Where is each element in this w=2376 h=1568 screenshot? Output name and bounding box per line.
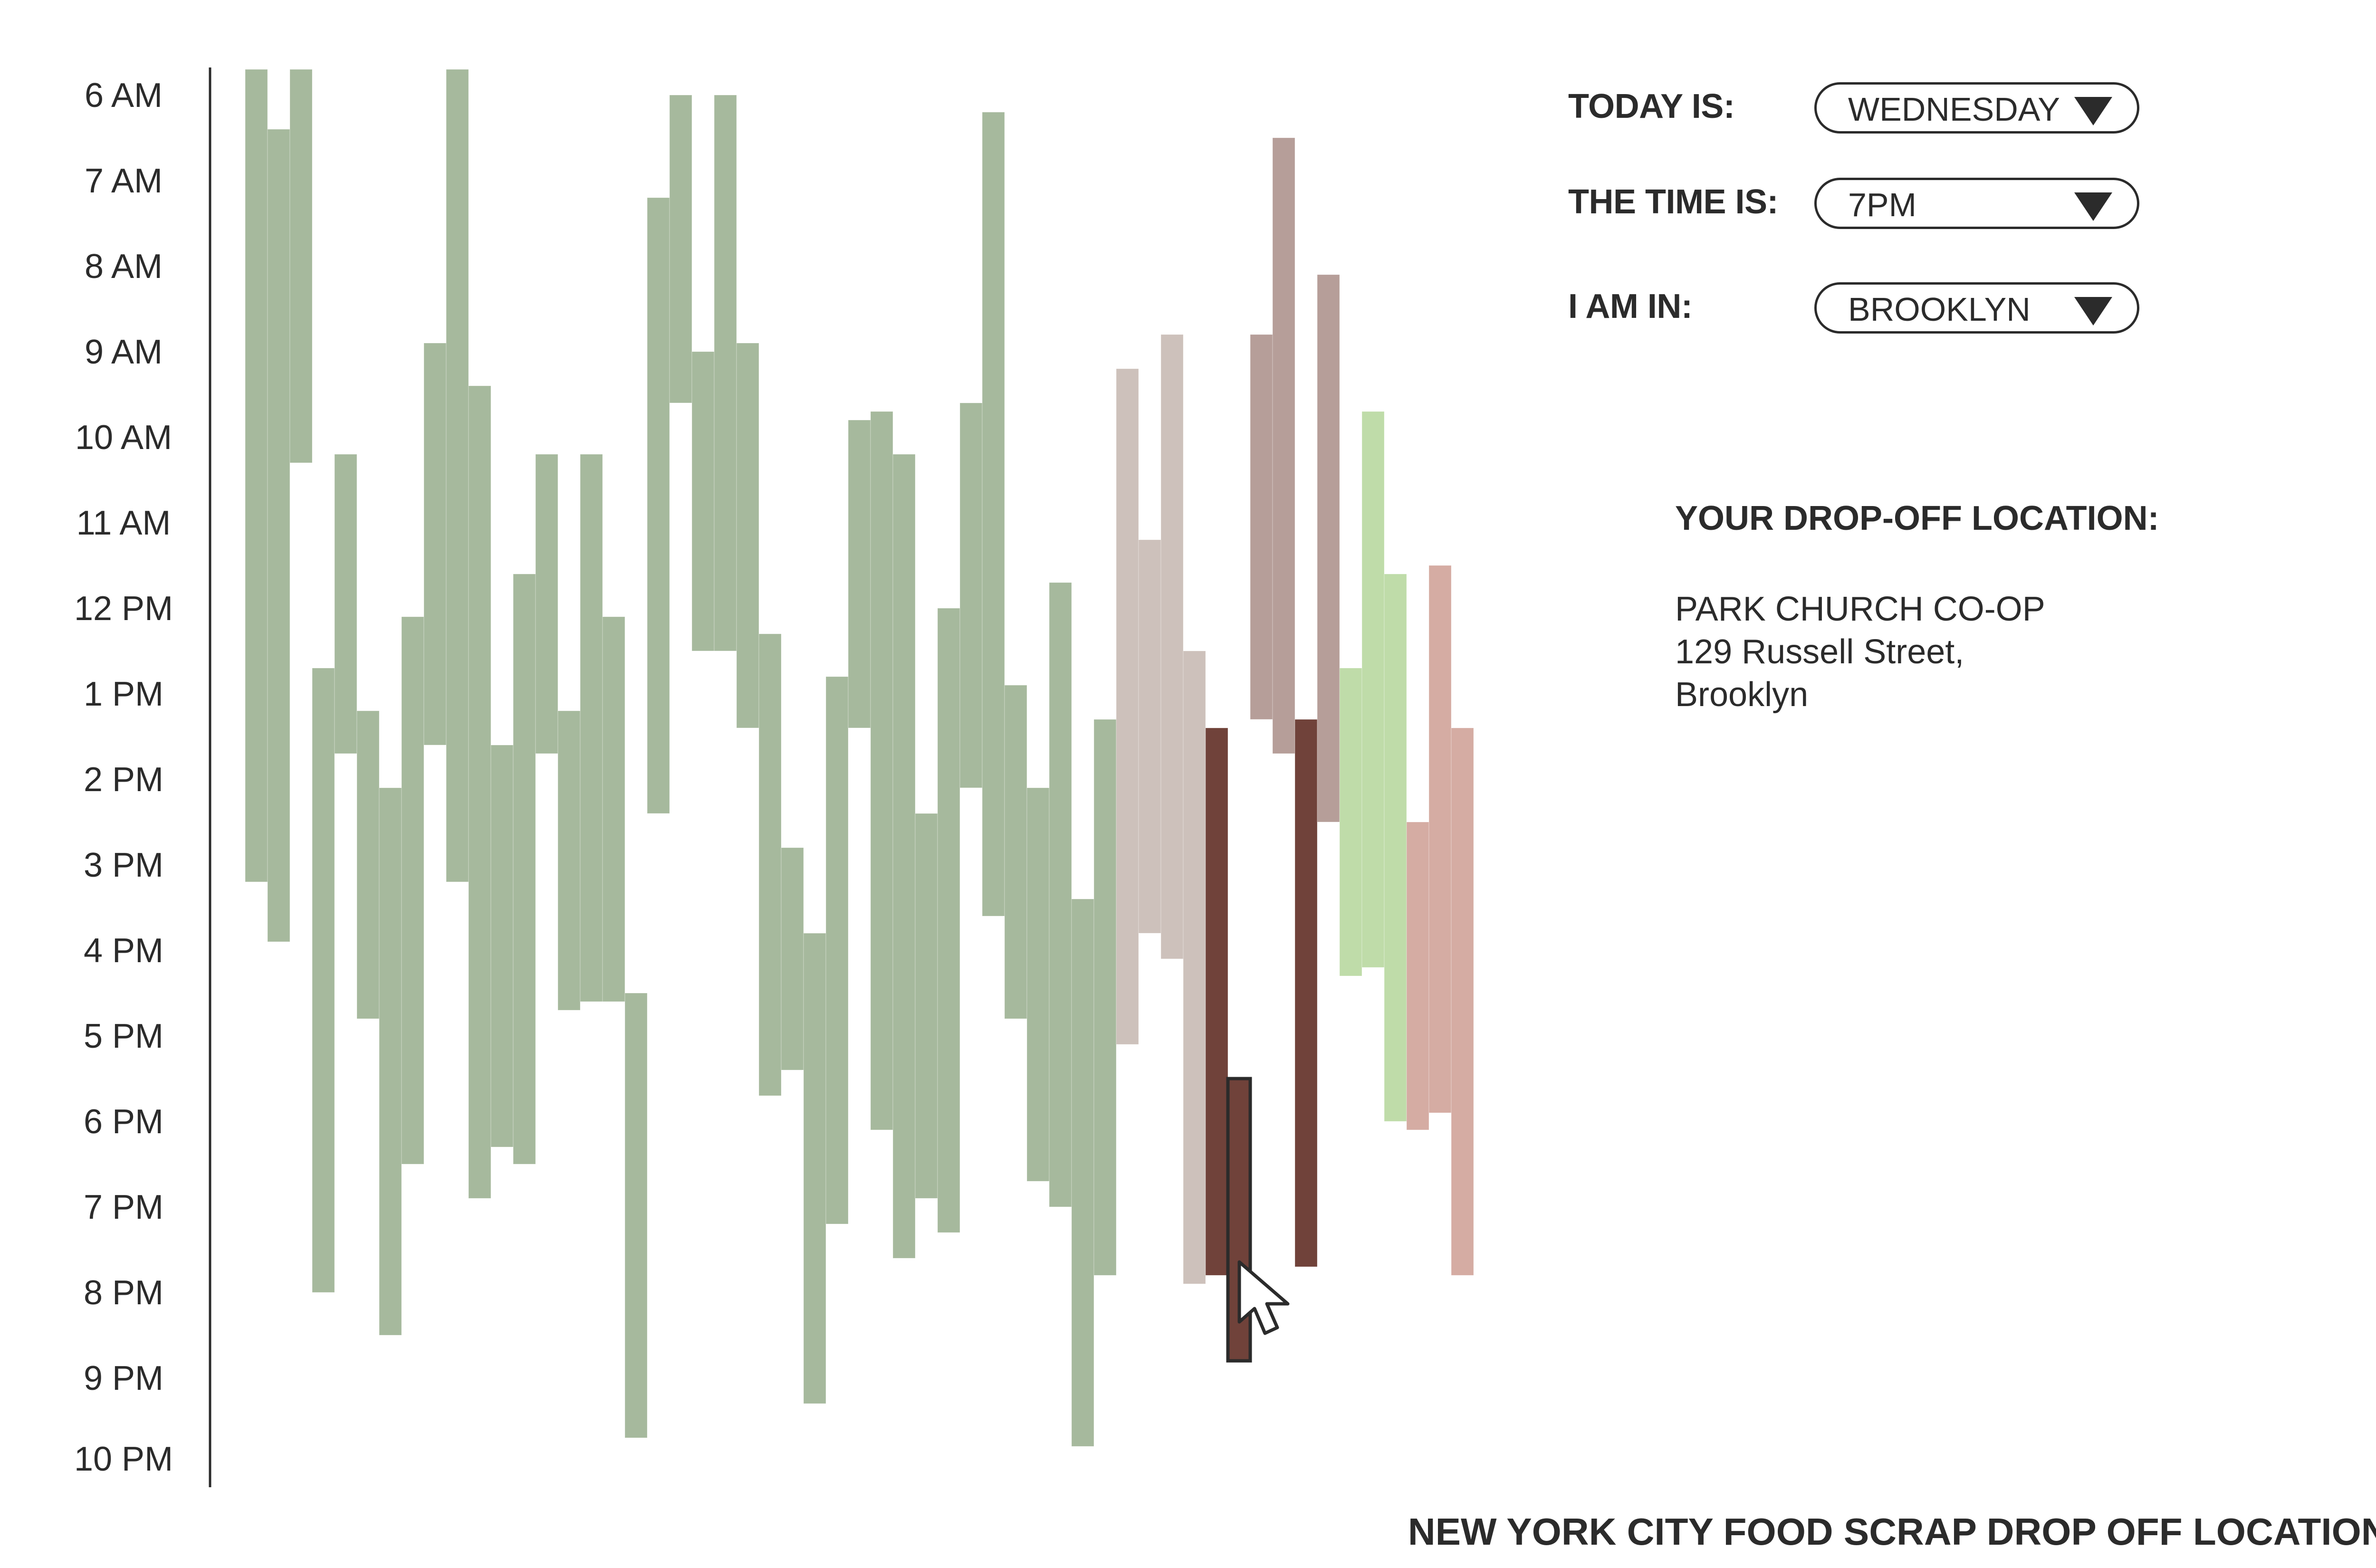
location-bar[interactable] bbox=[982, 112, 1005, 917]
location-bar[interactable] bbox=[1384, 574, 1407, 1122]
location-bar[interactable] bbox=[870, 411, 893, 1130]
location-bar[interactable] bbox=[781, 847, 804, 1071]
location-bar[interactable] bbox=[490, 745, 514, 1147]
page-title: NEW YORK CITY FOOD SCRAP DROP OFF LOCATI… bbox=[1408, 1511, 2376, 1553]
location-bar[interactable] bbox=[714, 95, 737, 651]
y-tick-label: 3 PM bbox=[84, 846, 163, 884]
location-bar[interactable] bbox=[580, 454, 603, 1002]
location-bar[interactable] bbox=[423, 343, 447, 746]
location-bar[interactable] bbox=[758, 633, 782, 1096]
time-dropdown-value: 7PM bbox=[1848, 186, 1916, 223]
location-bar[interactable] bbox=[1004, 685, 1027, 1019]
location-bar[interactable] bbox=[245, 69, 268, 882]
location-bar[interactable] bbox=[1183, 650, 1206, 1284]
location-bar[interactable] bbox=[1294, 719, 1318, 1267]
y-tick-label: 8 PM bbox=[84, 1274, 163, 1312]
location-bar[interactable] bbox=[267, 129, 290, 942]
location-bar[interactable] bbox=[334, 454, 357, 754]
location-bar[interactable] bbox=[736, 343, 759, 728]
location-bar[interactable] bbox=[803, 933, 826, 1404]
y-tick-label: 6 PM bbox=[84, 1103, 163, 1141]
location-bar[interactable] bbox=[1116, 368, 1139, 1045]
location-bar[interactable] bbox=[401, 616, 424, 1165]
location-bar[interactable] bbox=[1272, 137, 1295, 754]
y-axis-tick-labels: 6 AM 7 AM 8 AM 9 AM 10 AM 11 AM 12 PM 1 PM 2 PM 3… bbox=[74, 76, 173, 1478]
location-bar[interactable] bbox=[446, 69, 469, 882]
location-bar[interactable] bbox=[289, 69, 313, 463]
location-bar[interactable] bbox=[1317, 274, 1340, 822]
location-bar[interactable] bbox=[1451, 727, 1474, 1276]
time-dropdown[interactable]: 7PM bbox=[1814, 178, 2139, 229]
y-tick-label: 9 PM bbox=[84, 1359, 163, 1397]
y-tick-label: 8 AM bbox=[85, 248, 163, 286]
location-bar[interactable] bbox=[1406, 822, 1429, 1130]
location-bar[interactable] bbox=[1339, 668, 1362, 976]
location-bar[interactable] bbox=[959, 402, 983, 788]
today-label: TODAY IS: bbox=[1568, 87, 1735, 125]
location-bar[interactable] bbox=[312, 668, 335, 1293]
y-tick-label: 12 PM bbox=[74, 590, 173, 628]
location-bar[interactable] bbox=[915, 813, 938, 1199]
y-tick-label: 10 AM bbox=[75, 419, 172, 457]
dropoff-location-details: PARK CHURCH CO-OP 129 Russell Street, Br… bbox=[1675, 588, 2045, 716]
location-bar[interactable] bbox=[513, 574, 536, 1165]
y-tick-label: 5 PM bbox=[84, 1017, 163, 1055]
day-dropdown-value: WEDNESDAY bbox=[1848, 91, 2060, 128]
location-bar[interactable] bbox=[848, 420, 871, 728]
y-tick-label: 7 PM bbox=[84, 1188, 163, 1226]
location-bar[interactable] bbox=[1205, 727, 1228, 1276]
chevron-down-icon bbox=[2074, 97, 2112, 125]
borough-dropdown-value: BROOKLYN bbox=[1848, 291, 2031, 328]
location-bar[interactable] bbox=[1071, 899, 1094, 1447]
location-bar[interactable] bbox=[1361, 411, 1385, 968]
y-tick-label: 4 PM bbox=[84, 932, 163, 970]
location-name: PARK CHURCH CO-OP bbox=[1675, 590, 2045, 628]
chevron-down-icon bbox=[2074, 297, 2112, 325]
location-bar[interactable] bbox=[557, 710, 581, 1011]
location-bar[interactable] bbox=[356, 710, 380, 1019]
location-bar[interactable] bbox=[535, 454, 558, 754]
y-tick-label: 7 AM bbox=[85, 162, 163, 200]
time-label: THE TIME IS: bbox=[1568, 183, 1779, 221]
location-bar[interactable] bbox=[691, 351, 715, 651]
pointer-arrow-icon bbox=[1237, 1260, 1290, 1335]
location-bar[interactable] bbox=[825, 676, 849, 1224]
location-bar[interactable] bbox=[1250, 334, 1273, 720]
location-bar[interactable] bbox=[602, 616, 625, 1002]
y-tick-label: 11 AM bbox=[77, 504, 171, 542]
location-bar[interactable] bbox=[379, 787, 402, 1336]
location-bar[interactable] bbox=[647, 197, 670, 814]
location-bar[interactable] bbox=[468, 385, 491, 1199]
location-bar[interactable] bbox=[1093, 719, 1117, 1276]
y-tick-label: 6 AM bbox=[85, 76, 163, 115]
borough-label: I AM IN: bbox=[1568, 287, 1693, 325]
location-bar[interactable] bbox=[669, 95, 692, 403]
y-tick-label: 1 PM bbox=[84, 675, 163, 713]
location-borough: Brooklyn bbox=[1675, 676, 1809, 714]
location-bars bbox=[245, 69, 1474, 1447]
chevron-down-icon bbox=[2074, 192, 2112, 221]
location-bar[interactable] bbox=[1160, 334, 1184, 959]
y-tick-label: 2 PM bbox=[84, 761, 163, 799]
day-dropdown[interactable]: WEDNESDAY bbox=[1814, 82, 2139, 134]
location-bar[interactable] bbox=[1428, 565, 1452, 1113]
location-bar[interactable] bbox=[1026, 787, 1050, 1182]
location-address: 129 Russell Street, bbox=[1675, 633, 1964, 671]
location-bar[interactable] bbox=[1138, 539, 1161, 934]
dropoff-location-heading: YOUR DROP-OFF LOCATION: bbox=[1675, 499, 2159, 537]
location-bar[interactable] bbox=[624, 993, 648, 1438]
y-tick-label: 9 AM bbox=[85, 333, 163, 371]
drop-off-time-chart: 6 AM 7 AM 8 AM 9 AM 10 AM 11 AM 12 PM 1 PM 2 PM 3… bbox=[74, 67, 1474, 1487]
location-bar[interactable] bbox=[892, 454, 916, 1259]
y-tick-label: 10 PM bbox=[74, 1440, 173, 1478]
location-bar[interactable] bbox=[1049, 582, 1072, 1207]
borough-dropdown[interactable]: BROOKLYN bbox=[1814, 282, 2139, 334]
location-bar[interactable] bbox=[937, 608, 960, 1233]
